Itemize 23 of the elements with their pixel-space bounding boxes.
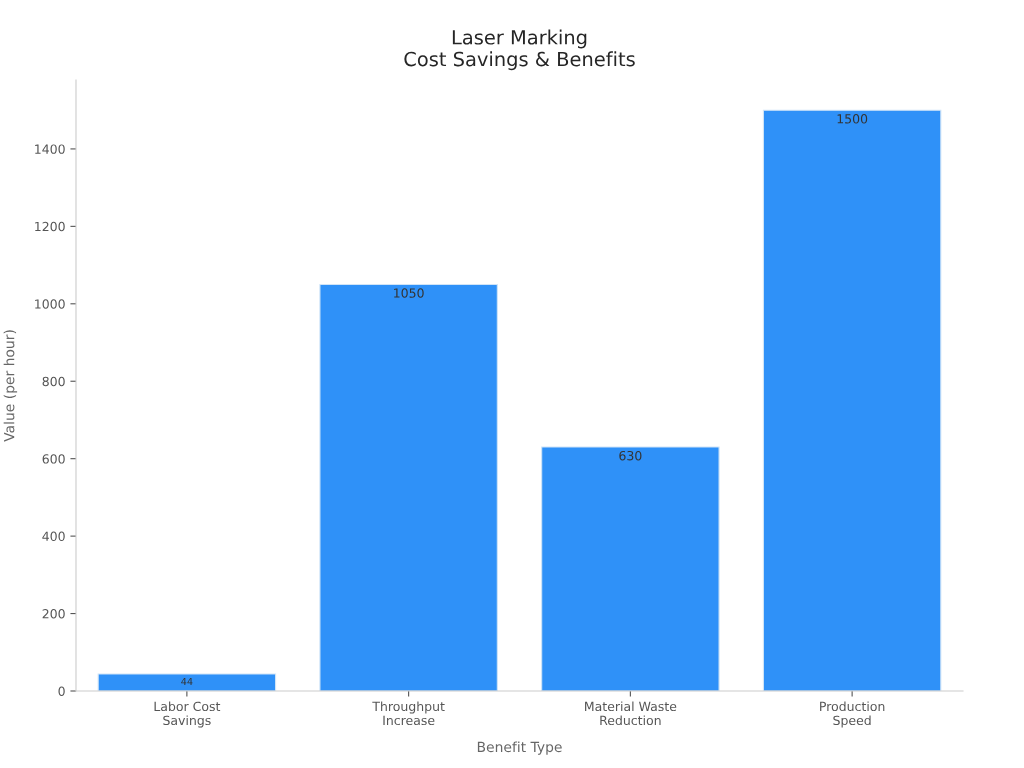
bar	[319, 283, 498, 691]
y-tick-label: 1200	[35, 221, 65, 232]
x-tick-label: Material Waste Reduction	[585, 701, 677, 726]
y-tick-label: 1000	[35, 299, 65, 309]
x-tick-label: Production Speed	[820, 701, 885, 728]
y-tick-label: 800	[42, 376, 65, 387]
data-label: 1050	[394, 288, 424, 298]
x-tick-label: Labor Cost Savings	[154, 701, 221, 728]
x-axis-title: Benefit Type	[477, 741, 562, 755]
x-tick-label: Throughput Increase	[372, 701, 445, 726]
data-label: 630	[619, 450, 642, 461]
bar	[541, 446, 720, 691]
y-tick-label: 1400	[35, 144, 65, 154]
data-label: 44	[181, 677, 193, 686]
y-tick-label: 200	[42, 609, 65, 619]
bar	[97, 673, 277, 691]
y-tick-label: 600	[42, 454, 65, 464]
bar	[762, 109, 942, 691]
data-label: 1500	[837, 114, 868, 124]
y-tick-label: 0	[58, 686, 65, 696]
y-tick-label: 400	[42, 531, 65, 542]
chart-title: Laser Marking Cost Savings & Benefits	[404, 29, 635, 71]
y-axis-title: Value (per hour)	[3, 330, 18, 442]
